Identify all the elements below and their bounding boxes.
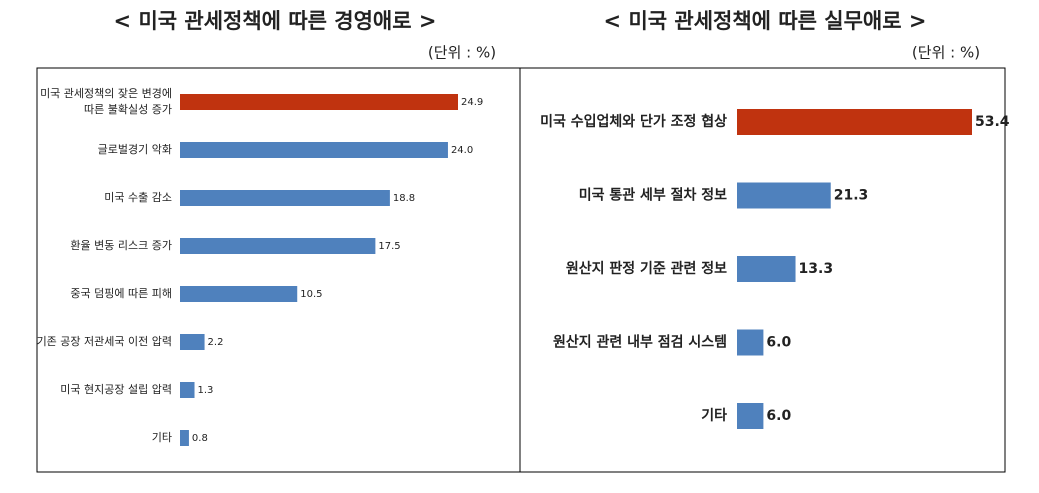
bar xyxy=(180,286,298,302)
bar xyxy=(180,334,205,350)
bar xyxy=(180,382,195,398)
value-label: 21.3 xyxy=(834,188,869,204)
value-label: 24.0 xyxy=(451,145,473,156)
value-label: 1.3 xyxy=(198,385,214,396)
value-label: 17.5 xyxy=(378,241,400,252)
value-label: 18.8 xyxy=(393,193,415,204)
category-label: 원산지 판정 기준 관련 정보 xyxy=(566,260,727,277)
value-label: 24.9 xyxy=(461,97,483,108)
category-label: 중국 덤핑에 따른 피해 xyxy=(70,286,172,300)
category-label: 환율 변동 리스크 증가 xyxy=(70,239,172,252)
value-label: 10.5 xyxy=(300,289,322,300)
value-label: 6.0 xyxy=(766,408,791,424)
unit-label: (단위 : %) xyxy=(428,44,496,62)
category-label: 원산지 관련 내부 점검 시스템 xyxy=(553,334,727,351)
category-label: 글로벌경기 악화 xyxy=(98,143,172,156)
category-label: 미국 수입업체와 단가 조정 협상 xyxy=(540,113,727,130)
value-label: 13.3 xyxy=(799,261,834,277)
value-label: 6.0 xyxy=(766,335,791,351)
right-panel xyxy=(519,67,1006,473)
bar xyxy=(737,403,764,429)
bar xyxy=(737,182,831,209)
category-label: 미국 현지공장 설립 압력 xyxy=(60,383,172,396)
category-label: 기타 xyxy=(152,431,172,444)
bar xyxy=(180,190,390,206)
bar xyxy=(737,256,796,282)
chart-title: < 미국 관세정책에 따른 실무애로 > xyxy=(604,9,927,33)
bar xyxy=(180,238,376,254)
bar xyxy=(737,329,764,356)
category-label: 기존 공장 저관세국 이전 압력 xyxy=(37,335,172,348)
left-panel xyxy=(36,67,521,473)
value-label: 53.4 xyxy=(975,114,1010,130)
category-label: 미국 수출 감소 xyxy=(104,191,172,204)
category-label: 미국 관세정책의 잦은 변경에 따른 불확실성 증가 xyxy=(40,87,172,116)
value-label: 0.8 xyxy=(192,433,208,444)
unit-label: (단위 : %) xyxy=(912,44,980,62)
value-label: 2.2 xyxy=(208,337,224,348)
bar xyxy=(737,109,972,135)
bar xyxy=(180,94,458,110)
bar xyxy=(180,142,448,158)
category-label: 미국 통관 세부 절차 정보 xyxy=(579,187,727,204)
chart-title: < 미국 관세정책에 따른 경영애로 > xyxy=(114,9,437,33)
category-label: 기타 xyxy=(701,408,727,424)
bar xyxy=(180,430,189,446)
